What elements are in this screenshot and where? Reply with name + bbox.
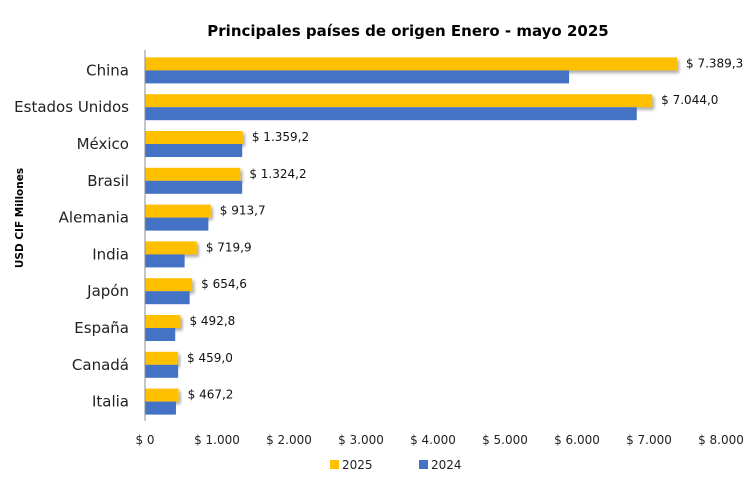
x-tick-label: $ 3.000 — [338, 433, 384, 447]
category-label: Brasil — [87, 172, 129, 190]
legend-swatch-2025 — [330, 460, 339, 469]
category-label: Japón — [86, 282, 129, 300]
data-label-2025: $ 492,8 — [189, 314, 235, 328]
legend-label-2024: 2024 — [431, 458, 462, 472]
data-label-2025: $ 719,9 — [206, 240, 252, 254]
legend: 2025 2024 — [330, 458, 462, 472]
x-tick-label: $ 1.000 — [194, 433, 240, 447]
data-label-2025: $ 1.359,2 — [252, 130, 309, 144]
bar-2025 — [145, 167, 241, 181]
data-label-2025: $ 1.324,2 — [249, 167, 306, 181]
bar-2025 — [145, 351, 179, 365]
category-label: Alemania — [59, 209, 129, 227]
bar-2025 — [145, 315, 181, 328]
category-label: México — [77, 135, 129, 153]
bar-2024 — [145, 217, 209, 231]
plot-area: China $ 7.389,3 Estados Unidos $ 7.044,0 Méx… — [14, 50, 744, 447]
bar-2024 — [145, 364, 179, 378]
category-label: España — [74, 319, 129, 337]
data-label-2025: $ 913,7 — [220, 204, 266, 218]
bar-2025 — [145, 278, 193, 292]
bar-2024 — [145, 180, 243, 194]
bar-2025 — [145, 57, 678, 71]
category-label: Canadá — [72, 356, 129, 374]
x-tick-label: $ 7.000 — [626, 433, 672, 447]
bar-2024 — [145, 107, 637, 121]
x-tick-label: $ 8.000 — [698, 433, 744, 447]
bar-2025 — [145, 241, 197, 255]
chart-title: Principales países de origen Enero - may… — [207, 22, 608, 40]
category-label: China — [86, 61, 129, 79]
bar-2024 — [145, 328, 176, 341]
data-label-2025: $ 459,0 — [187, 351, 233, 365]
bar-2024 — [145, 70, 570, 84]
x-tick-label: $ 6.000 — [554, 433, 600, 447]
bar-2024 — [145, 291, 190, 305]
x-tick-label: $ 4.000 — [410, 433, 456, 447]
category-label: Estados Unidos — [14, 98, 129, 116]
data-label-2025: $ 467,2 — [188, 388, 234, 402]
bar-2024 — [145, 401, 176, 415]
bar-2025 — [145, 131, 243, 144]
x-tick-label: $ 2.000 — [266, 433, 312, 447]
data-label-2025: $ 654,6 — [201, 277, 247, 291]
bar-2025 — [145, 94, 653, 108]
x-tick-label: $ 0 — [135, 433, 154, 447]
category-label: India — [92, 245, 129, 263]
data-label-2025: $ 7.389,3 — [686, 56, 743, 70]
y-axis-label: USD CIF Millones — [14, 168, 26, 268]
category-label: Italia — [92, 393, 129, 411]
bar-2024 — [145, 254, 185, 268]
data-label-2025: $ 7.044,0 — [661, 93, 718, 107]
x-tick-label: $ 5.000 — [482, 433, 528, 447]
bar-2025 — [145, 204, 211, 218]
bar-2024 — [145, 144, 243, 157]
legend-swatch-2024 — [419, 460, 428, 469]
bar-2025 — [145, 388, 179, 402]
legend-label-2025: 2025 — [342, 458, 373, 472]
